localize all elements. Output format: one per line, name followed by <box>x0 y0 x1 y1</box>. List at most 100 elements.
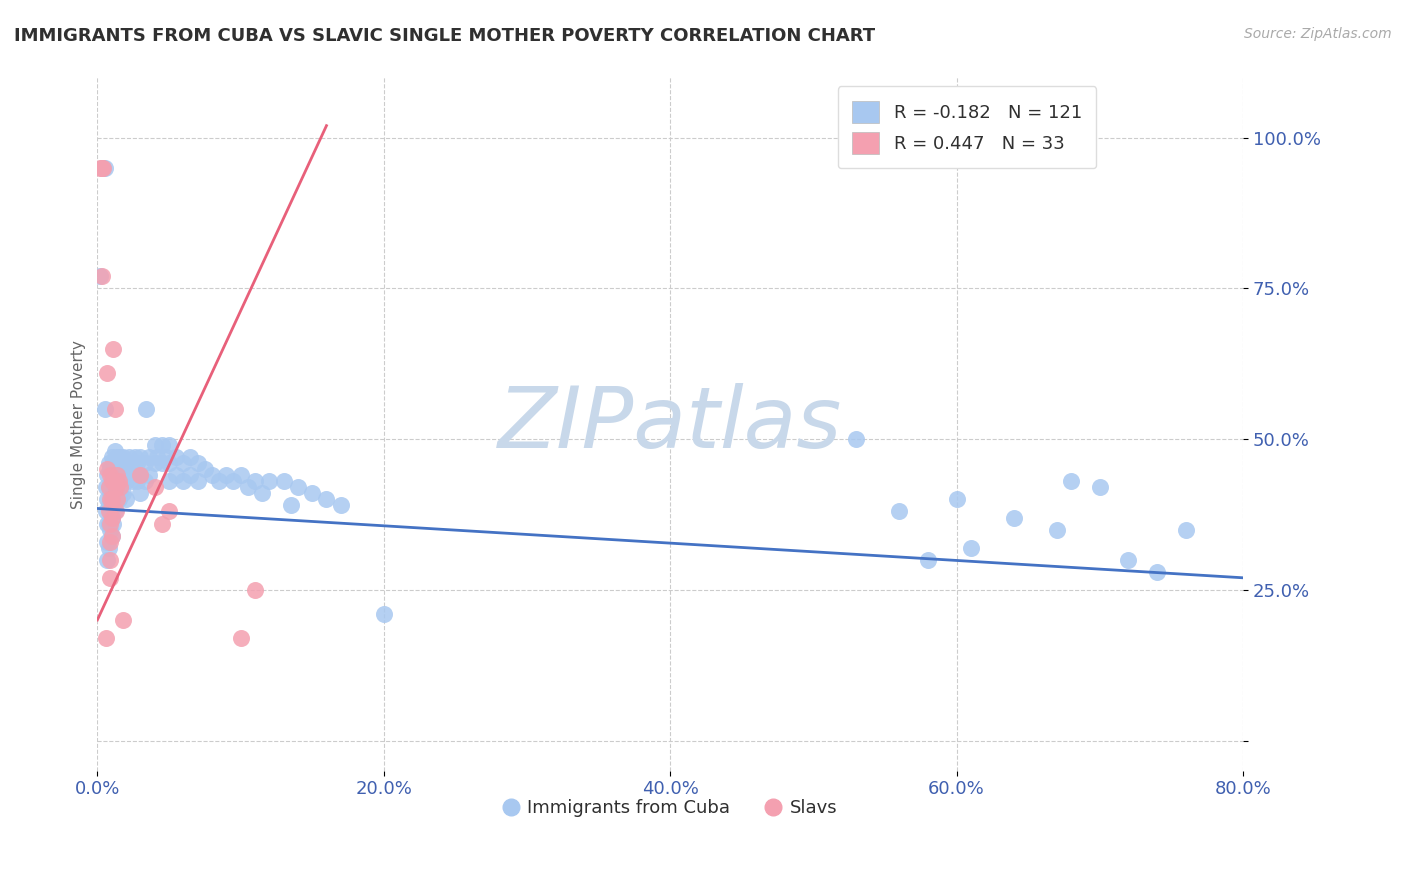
Point <box>108 475 131 489</box>
Point <box>143 438 166 452</box>
Point <box>146 450 169 465</box>
Point <box>115 475 138 489</box>
Point <box>1174 523 1197 537</box>
Point <box>98 504 121 518</box>
Point <box>124 468 146 483</box>
Point <box>108 475 131 489</box>
Point <box>98 486 121 500</box>
Point <box>135 402 157 417</box>
Point <box>90 161 112 175</box>
Point <box>243 475 266 489</box>
Point <box>100 450 122 465</box>
Point <box>96 534 118 549</box>
Point <box>236 480 259 494</box>
Point <box>104 475 127 489</box>
Point <box>104 492 127 507</box>
Point <box>100 510 122 524</box>
Point <box>100 475 122 489</box>
Point <box>91 161 114 175</box>
Point <box>1046 523 1069 537</box>
Point <box>93 161 115 175</box>
Point <box>103 444 125 458</box>
Point <box>129 450 152 465</box>
Point <box>100 528 122 542</box>
Point <box>301 486 323 500</box>
Point <box>157 504 180 518</box>
Point <box>94 480 117 494</box>
Point <box>112 468 135 483</box>
Point <box>98 552 121 566</box>
Point <box>112 450 135 465</box>
Point <box>229 631 252 645</box>
Point <box>101 499 124 513</box>
Point <box>98 516 121 531</box>
Point <box>172 475 194 489</box>
Point <box>100 510 122 524</box>
Point <box>94 504 117 518</box>
Point <box>373 607 395 621</box>
Point <box>97 480 120 494</box>
Point <box>115 456 138 470</box>
Point <box>96 468 118 483</box>
Point <box>945 492 967 507</box>
Point <box>1118 552 1140 566</box>
Point <box>101 516 124 531</box>
Point <box>155 450 177 465</box>
Point <box>98 492 121 507</box>
Legend: Immigrants from Cuba, Slavs: Immigrants from Cuba, Slavs <box>496 791 844 824</box>
Point <box>112 613 135 627</box>
Point <box>110 468 132 483</box>
Point <box>157 475 180 489</box>
Point <box>103 402 125 417</box>
Point <box>329 499 352 513</box>
Point <box>179 468 201 483</box>
Point <box>889 504 911 518</box>
Text: ZIPatlas: ZIPatlas <box>498 383 842 466</box>
Point <box>129 486 152 500</box>
Point <box>194 462 217 476</box>
Point <box>134 475 156 489</box>
Point <box>89 269 111 284</box>
Point <box>222 475 245 489</box>
Point <box>93 402 115 417</box>
Point <box>127 456 149 470</box>
Point <box>91 161 114 175</box>
Point <box>845 432 868 446</box>
Point <box>97 516 120 531</box>
Point <box>105 450 128 465</box>
Point <box>104 504 127 518</box>
Point <box>118 468 141 483</box>
Point <box>1002 510 1025 524</box>
Point <box>97 541 120 555</box>
Point <box>960 541 983 555</box>
Point <box>110 450 132 465</box>
Point <box>100 492 122 507</box>
Point <box>97 504 120 518</box>
Point <box>118 450 141 465</box>
Point <box>127 475 149 489</box>
Point <box>287 480 309 494</box>
Point <box>110 486 132 500</box>
Point <box>98 523 121 537</box>
Point <box>110 480 132 494</box>
Point <box>157 438 180 452</box>
Point <box>121 456 143 470</box>
Point <box>96 366 118 380</box>
Point <box>165 468 187 483</box>
Point <box>165 450 187 465</box>
Point <box>96 516 118 531</box>
Point <box>280 499 302 513</box>
Point <box>103 504 125 518</box>
Point <box>1146 565 1168 579</box>
Point <box>105 486 128 500</box>
Point <box>187 475 209 489</box>
Point <box>104 456 127 470</box>
Point <box>138 468 160 483</box>
Point <box>105 468 128 483</box>
Point <box>96 462 118 476</box>
Point <box>143 480 166 494</box>
Point <box>94 631 117 645</box>
Point <box>243 582 266 597</box>
Point <box>115 492 138 507</box>
Point <box>104 480 127 494</box>
